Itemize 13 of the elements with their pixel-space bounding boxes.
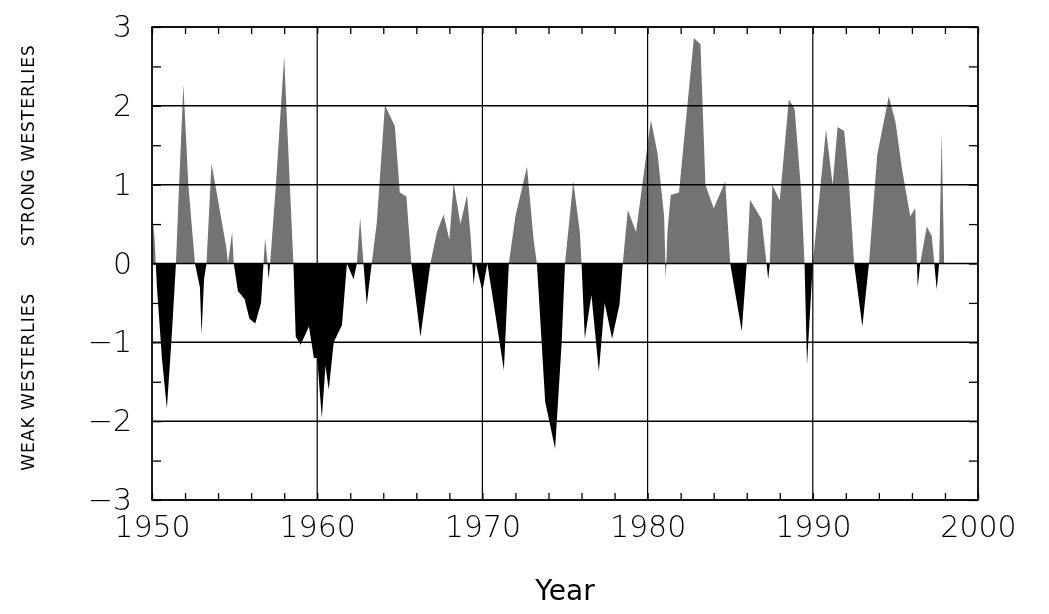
y-tick-label: −2 (87, 403, 132, 439)
x-tick-label: 2000 (940, 509, 1017, 545)
x-axis-title: Year (534, 574, 596, 607)
y-tick-label: 0 (112, 245, 132, 281)
y-tick-label: 3 (112, 9, 132, 45)
x-tick-label: 1980 (609, 509, 687, 545)
y-tick-label: −1 (87, 324, 132, 360)
x-tick-label: 1990 (775, 509, 852, 545)
y-tick-label: 1 (112, 166, 132, 202)
text: WEAK WESTERLIES STRONG WESTERLIES (18, 44, 38, 471)
x-tick-label: 1960 (279, 509, 356, 545)
y-tick-label: 2 (112, 87, 132, 123)
x-tick-label: 1970 (444, 509, 522, 545)
